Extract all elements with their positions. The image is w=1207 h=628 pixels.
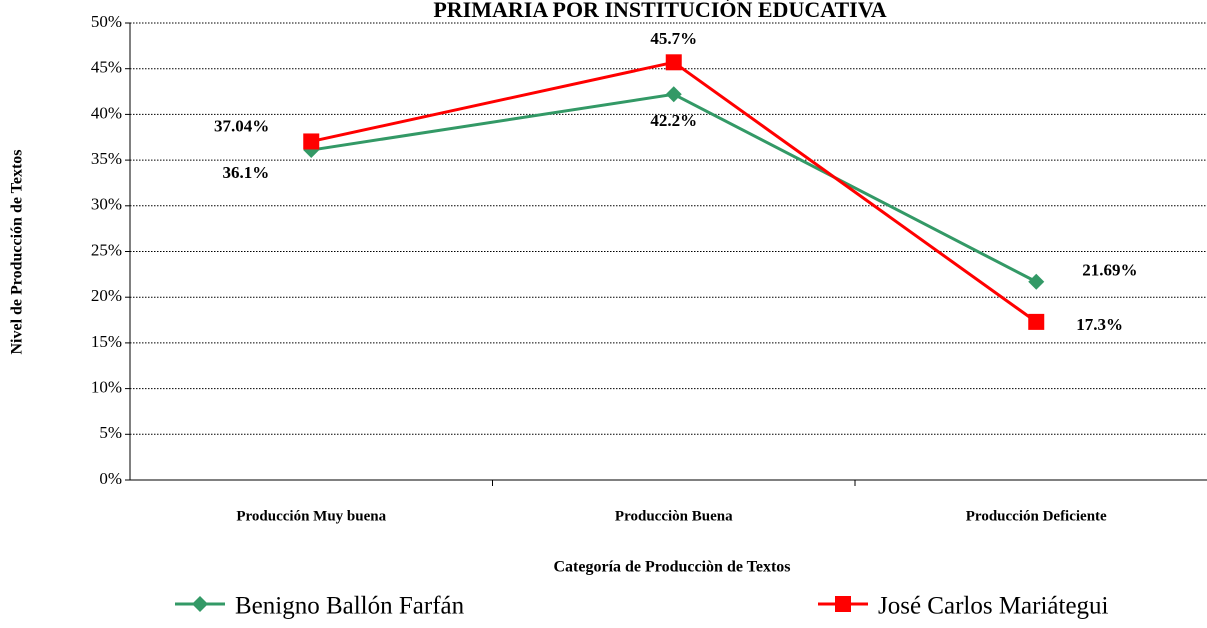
y-tick-label: 30% bbox=[91, 195, 122, 214]
data-label: 42.2% bbox=[650, 111, 697, 130]
x-tick-label: Producciòn Buena bbox=[615, 508, 733, 524]
marker bbox=[192, 596, 208, 612]
x-tick-label: Producción Muy buena bbox=[236, 508, 386, 524]
data-label: 36.1% bbox=[223, 163, 270, 182]
data-label: 17.3% bbox=[1076, 315, 1123, 334]
marker bbox=[303, 133, 320, 150]
marker bbox=[835, 596, 851, 612]
y-tick-label: 25% bbox=[91, 240, 122, 259]
marker bbox=[665, 54, 682, 71]
y-tick-label: 40% bbox=[91, 103, 122, 122]
y-tick-label: 5% bbox=[99, 423, 122, 442]
data-label: 37.04% bbox=[214, 116, 269, 135]
x-tick-label: Producción Deficiente bbox=[966, 508, 1107, 524]
marker bbox=[1028, 273, 1045, 290]
marker bbox=[1028, 313, 1045, 330]
data-label: 21.69% bbox=[1082, 261, 1137, 280]
legend-label: Benigno Ballón Farfán bbox=[235, 593, 465, 620]
chart-title: PRIMARIA POR INSTITUCIÓN EDUCATIVA bbox=[433, 0, 886, 22]
y-axis-label: Nivel de Producción de Textos bbox=[9, 149, 26, 354]
legend-label: José Carlos Mariátegui bbox=[878, 593, 1109, 620]
x-axis-label: Categoría de Producciòn de Textos bbox=[553, 559, 790, 576]
y-tick-label: 35% bbox=[91, 149, 122, 168]
y-tick-label: 0% bbox=[99, 469, 122, 488]
y-tick-label: 20% bbox=[91, 286, 122, 305]
y-tick-label: 10% bbox=[91, 378, 122, 397]
y-tick-label: 15% bbox=[91, 332, 122, 351]
y-tick-label: 45% bbox=[91, 58, 122, 77]
y-tick-label: 50% bbox=[91, 12, 122, 31]
data-label: 45.7% bbox=[650, 29, 697, 48]
marker bbox=[665, 86, 682, 103]
